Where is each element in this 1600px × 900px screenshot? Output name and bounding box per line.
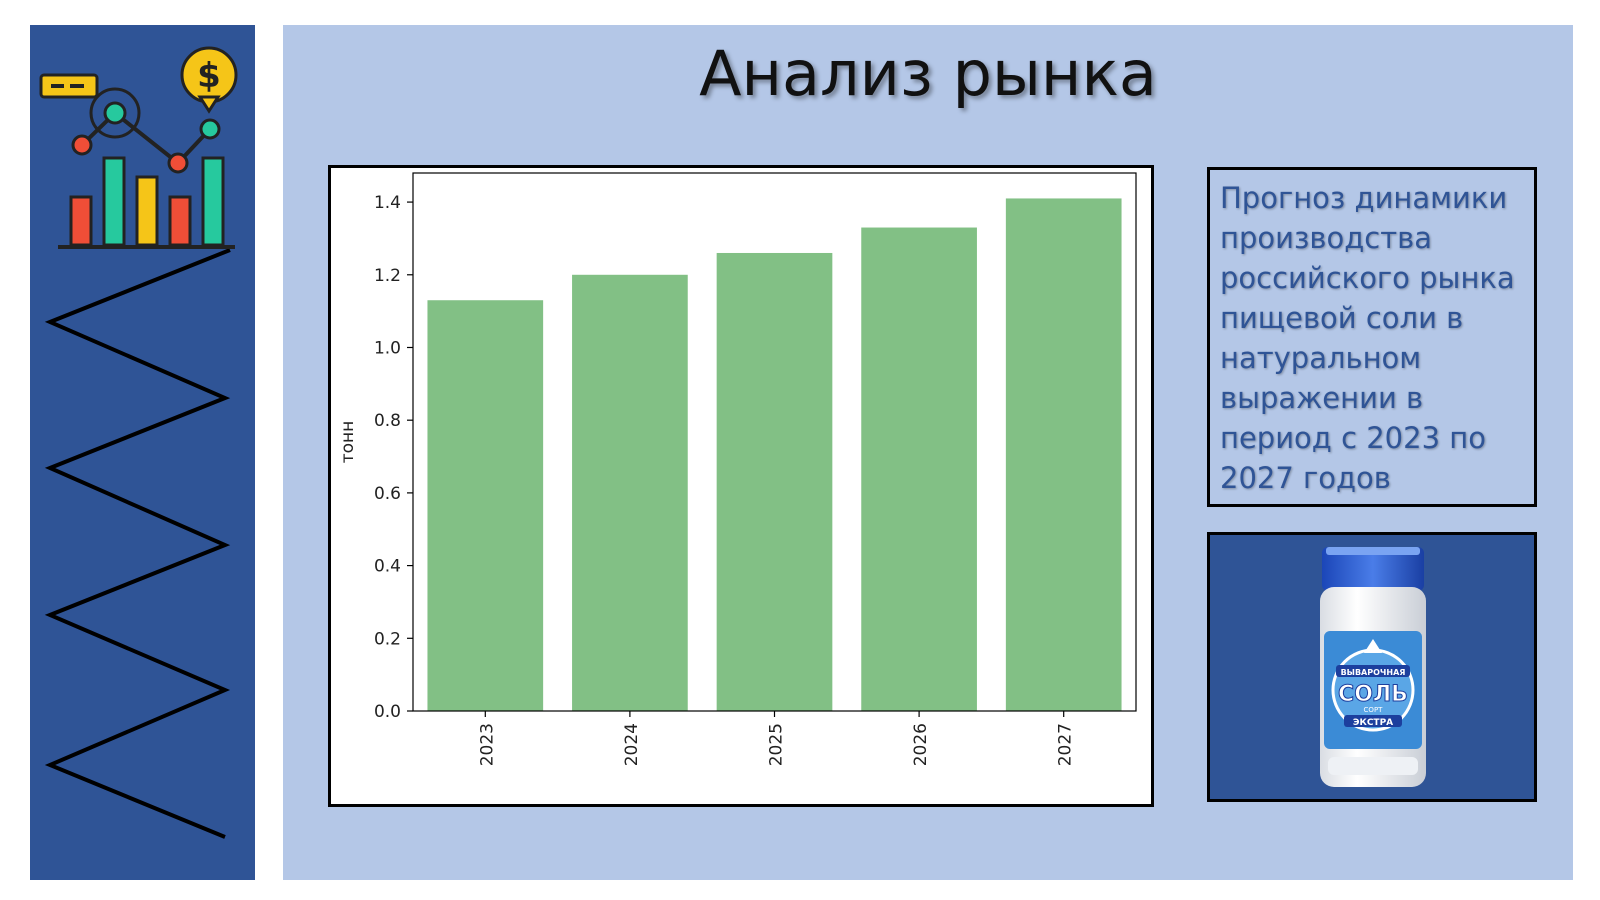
product-label-line2: СОЛЬ (1338, 682, 1408, 707)
x-tick-label: 2023 (477, 723, 497, 766)
y-tick-label: 0.8 (374, 411, 401, 431)
page-title: Анализ рынка (699, 37, 1157, 110)
salt-jar-image: ВЫВАРОЧНАЯ СОЛЬ СОРТ ЭКСТРА (1320, 547, 1426, 787)
y-tick-label: 1.2 (374, 266, 401, 286)
product-label-line3: СОРТ (1364, 706, 1384, 714)
chart-bar (861, 227, 977, 711)
main-panel: Анализ рынка 0.0 0.2 0.4 0.6 0.8 1.0 1.2 1.4 202… (283, 25, 1573, 880)
description-box: Прогноз динамики производства российског… (1207, 167, 1537, 507)
sidebar-panel: $ (30, 25, 255, 880)
chart-bar (572, 274, 688, 711)
product-label-line1: ВЫВАРОЧНАЯ (1341, 668, 1406, 677)
zigzag-decoration (44, 248, 231, 839)
x-tick-label: 2027 (1056, 723, 1076, 766)
y-tick-label: 0.2 (374, 629, 401, 649)
analytics-chart-dollar-icon: $ (39, 46, 238, 249)
x-tick-label: 2025 (767, 723, 787, 766)
y-tick-label: 0.0 (374, 702, 401, 722)
x-tick-label: 2024 (622, 723, 642, 766)
y-axis-label: тонн (338, 421, 358, 464)
y-tick-label: 1.4 (374, 193, 401, 213)
product-photo-box: ВЫВАРОЧНАЯ СОЛЬ СОРТ ЭКСТРА (1207, 532, 1537, 802)
x-tick-label: 2026 (911, 723, 931, 766)
chart-bar (427, 300, 544, 711)
chart-bar (716, 252, 833, 712)
bar-chart-frame: 0.0 0.2 0.4 0.6 0.8 1.0 1.2 1.4 2023 2024 2025 2026… (328, 165, 1154, 807)
product-label-line4: ЭКСТРА (1353, 718, 1393, 728)
y-tick-label: 0.6 (374, 484, 401, 504)
chart-bar (1005, 198, 1122, 712)
svg-text:$: $ (197, 56, 221, 96)
bar-chart: 0.0 0.2 0.4 0.6 0.8 1.0 1.2 1.4 2023 2024 2025 2026… (338, 172, 1137, 766)
y-tick-label: 0.4 (374, 557, 401, 577)
chart-description: Прогноз динамики производства российског… (1220, 181, 1515, 495)
y-tick-label: 1.0 (374, 338, 401, 358)
